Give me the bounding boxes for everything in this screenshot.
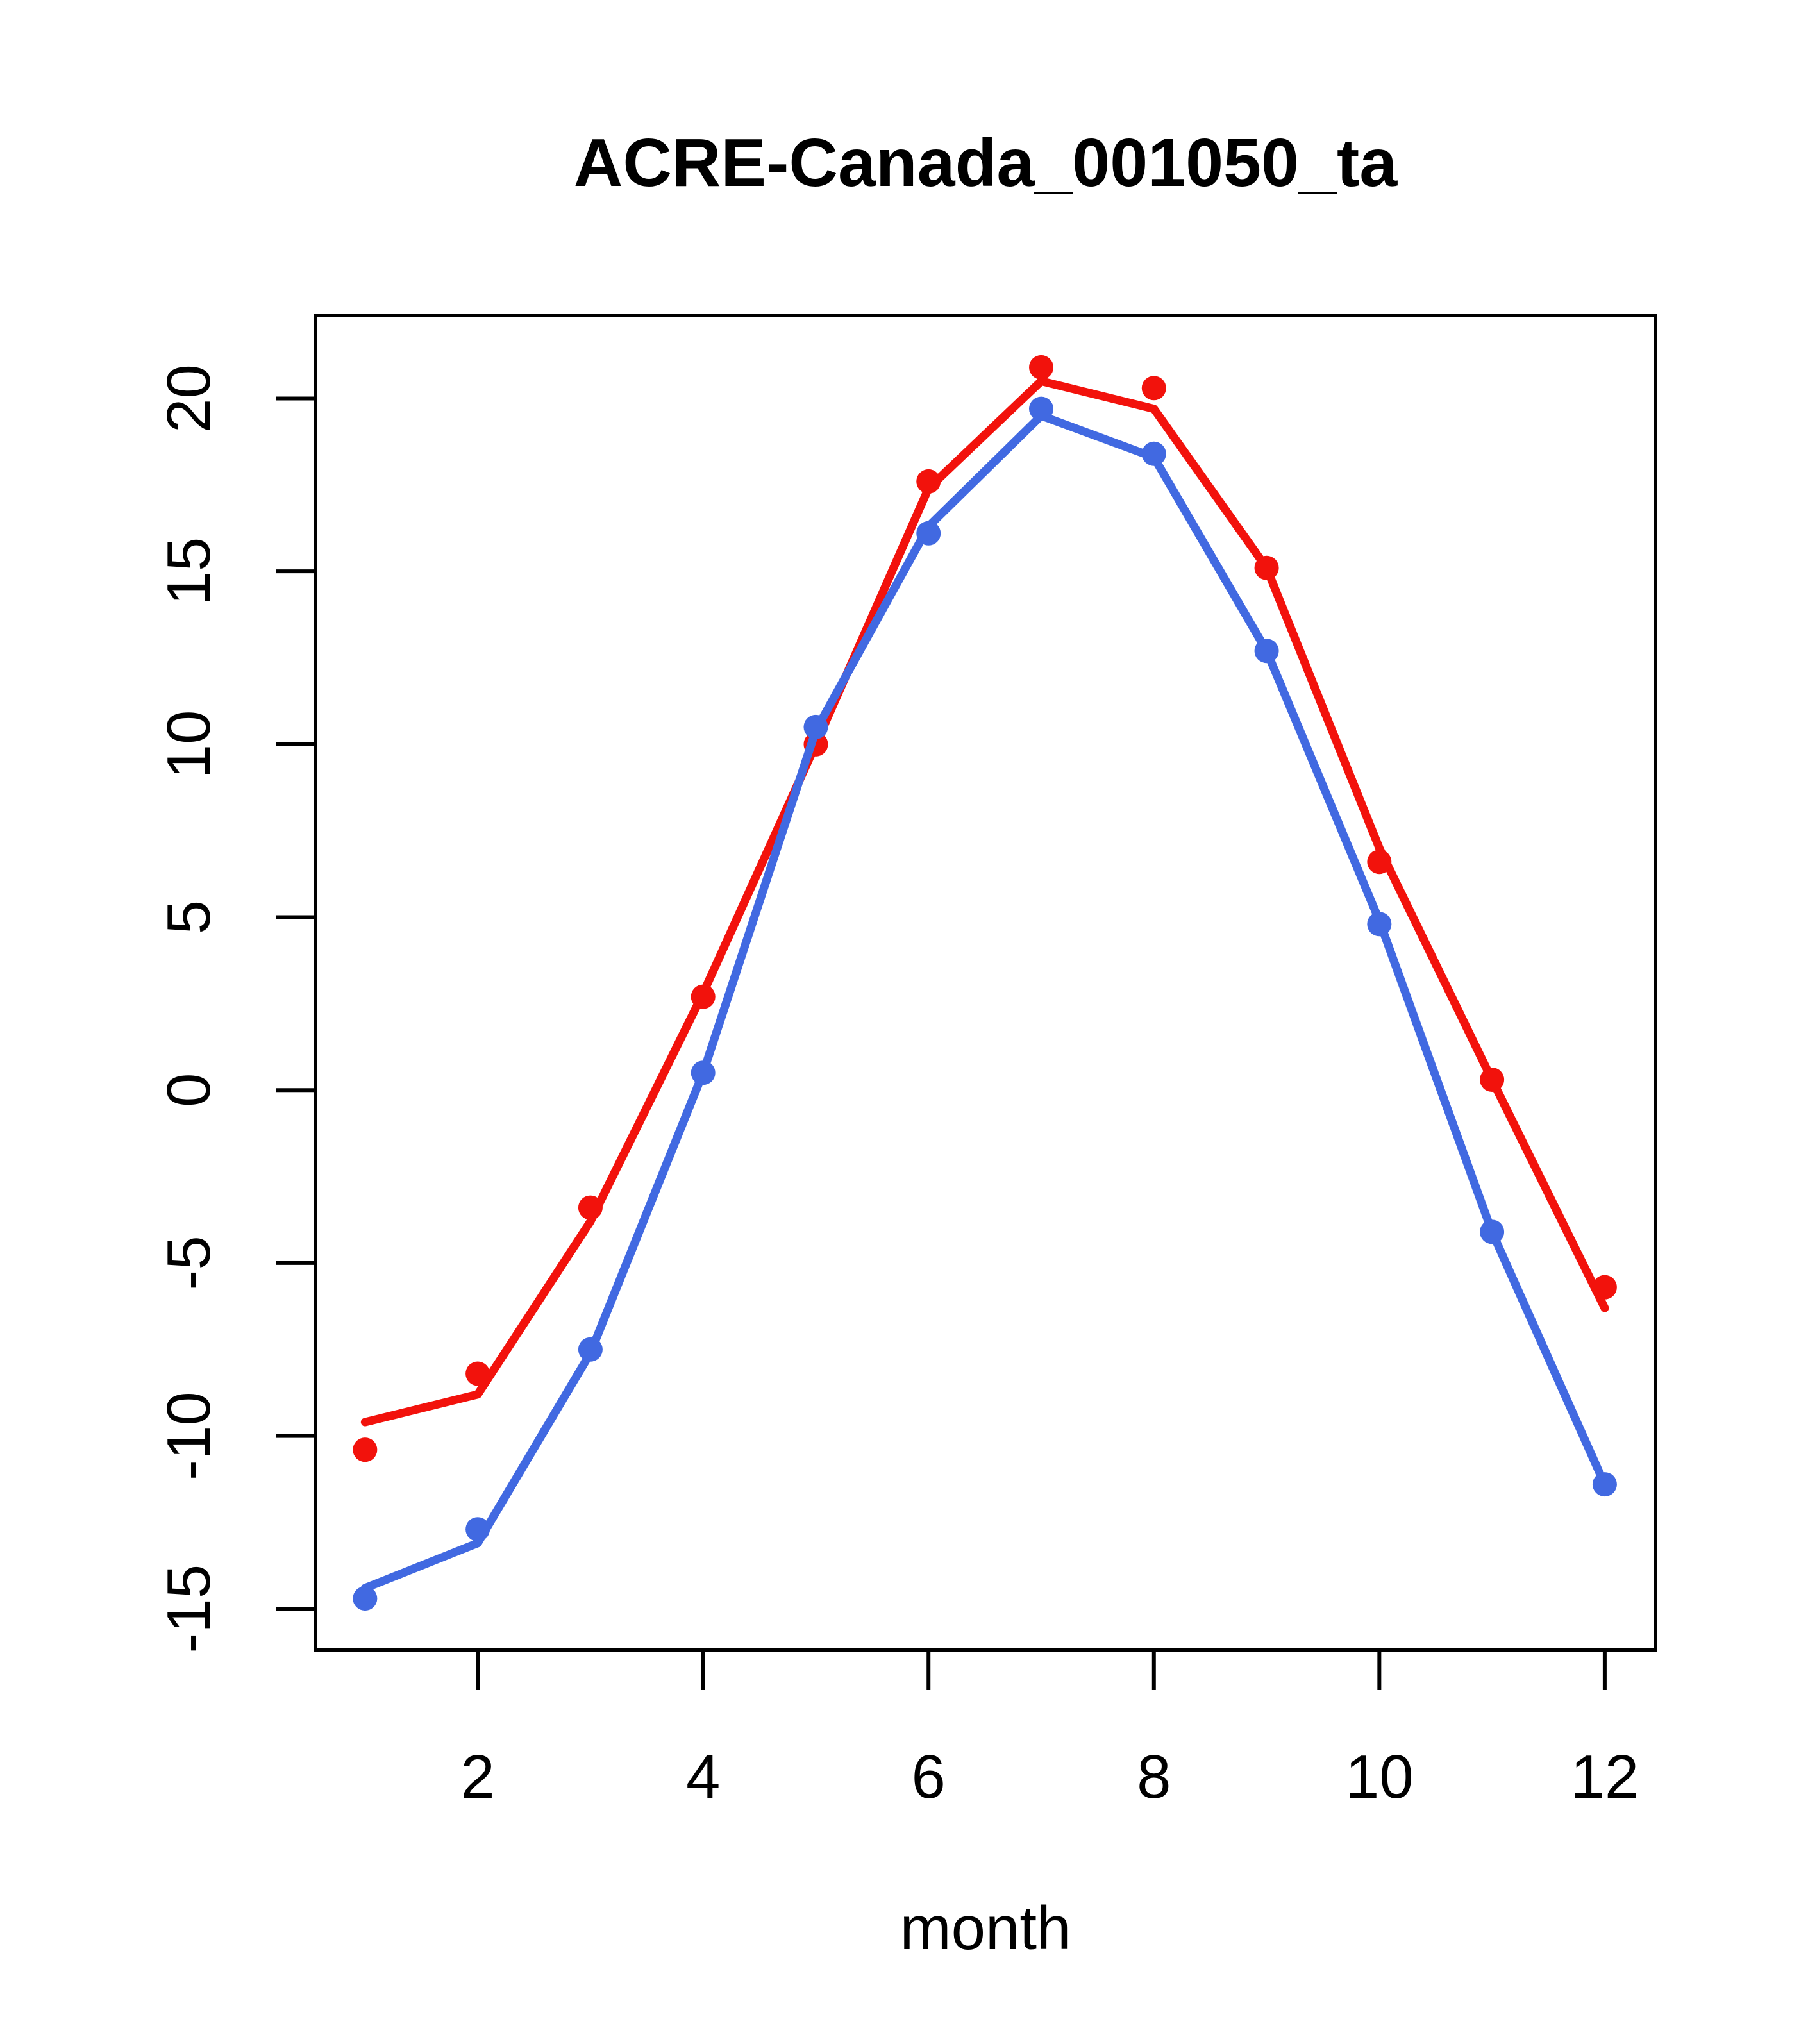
series-layer	[353, 355, 1617, 1611]
red-points-point	[1592, 1275, 1617, 1300]
y-tick-label: 20	[155, 364, 223, 433]
red-points-point	[1029, 355, 1054, 380]
blue-points	[353, 396, 1617, 1611]
blue-line	[360, 411, 1609, 1593]
x-tick-label: 4	[686, 1743, 720, 1811]
x-axis-ticks: 2 4 6 8 10 12	[460, 1650, 1639, 1811]
x-tick-label: 12	[1571, 1743, 1639, 1811]
blue-points-point	[353, 1586, 378, 1611]
red-points-point	[578, 1195, 603, 1220]
blue-points-point	[1141, 441, 1166, 466]
red-line	[360, 376, 1609, 1427]
y-tick-label: 0	[155, 1073, 223, 1107]
y-axis-ticks: -15 -10 -5 0 5 10 15 20	[155, 364, 315, 1654]
blue-points-point	[578, 1337, 603, 1362]
red-points-point	[1367, 850, 1392, 875]
blue-points-point	[1029, 396, 1054, 421]
blue-points-point	[1592, 1472, 1617, 1497]
x-tick-label: 6	[912, 1743, 946, 1811]
blue-points-point	[691, 1060, 716, 1085]
red-points-point	[916, 469, 941, 494]
blue-points-point	[916, 521, 941, 546]
red-points-point	[1141, 376, 1166, 401]
red-points-point	[465, 1361, 490, 1386]
y-tick-label: 15	[155, 537, 223, 606]
red-points-point	[1480, 1068, 1505, 1093]
x-tick-label: 2	[460, 1743, 494, 1811]
blue-points-point	[1367, 912, 1392, 937]
y-tick-label: 10	[155, 710, 223, 778]
y-tick-label: 5	[155, 900, 223, 934]
plot-border	[314, 314, 1657, 1652]
red-points-point	[691, 984, 716, 1009]
blue-points-point	[803, 714, 828, 739]
red-points-point	[353, 1437, 378, 1462]
y-tick-label: -15	[155, 1564, 223, 1654]
x-tick-label: 8	[1137, 1743, 1171, 1811]
x-axis-label: month	[900, 1894, 1071, 1963]
blue-points-point	[1254, 639, 1279, 664]
blue-points-point	[465, 1517, 490, 1542]
y-tick-label: -5	[155, 1236, 223, 1290]
y-tick-label: -10	[155, 1391, 223, 1480]
x-tick-label: 10	[1345, 1743, 1414, 1811]
chart-title: ACRE-Canada_001050_ta	[574, 125, 1398, 201]
blue-points-point	[1480, 1219, 1505, 1244]
red-points-point	[1254, 555, 1279, 580]
